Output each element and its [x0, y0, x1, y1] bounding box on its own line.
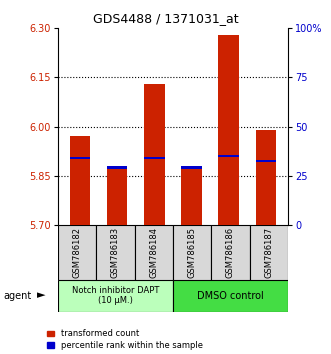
Bar: [144, 84, 165, 225]
Text: GSM786184: GSM786184: [149, 227, 158, 278]
Bar: [107, 169, 127, 225]
Bar: [135, 225, 173, 280]
Bar: [218, 155, 239, 157]
Bar: [70, 156, 90, 159]
Bar: [107, 166, 127, 169]
Bar: [256, 160, 276, 162]
Bar: [181, 169, 202, 225]
Text: GSM786185: GSM786185: [188, 227, 197, 278]
Bar: [58, 280, 173, 312]
Bar: [70, 136, 90, 225]
Bar: [218, 35, 239, 225]
Text: GSM786186: GSM786186: [226, 227, 235, 278]
Bar: [96, 225, 135, 280]
Bar: [144, 156, 165, 159]
Text: agent: agent: [3, 291, 31, 301]
Text: Notch inhibitor DAPT
(10 μM.): Notch inhibitor DAPT (10 μM.): [72, 286, 159, 305]
Bar: [181, 166, 202, 169]
Bar: [173, 225, 211, 280]
Text: ►: ►: [37, 291, 46, 301]
Bar: [256, 130, 276, 225]
Text: GSM786182: GSM786182: [72, 227, 82, 278]
Text: GSM786183: GSM786183: [111, 227, 120, 278]
Bar: [250, 225, 288, 280]
Text: DMSO control: DMSO control: [197, 291, 264, 301]
Bar: [173, 280, 288, 312]
Bar: [211, 225, 250, 280]
Bar: [58, 225, 96, 280]
Legend: transformed count, percentile rank within the sample: transformed count, percentile rank withi…: [47, 329, 203, 350]
Text: GSM786187: GSM786187: [264, 227, 273, 278]
Text: GDS4488 / 1371031_at: GDS4488 / 1371031_at: [93, 12, 238, 25]
